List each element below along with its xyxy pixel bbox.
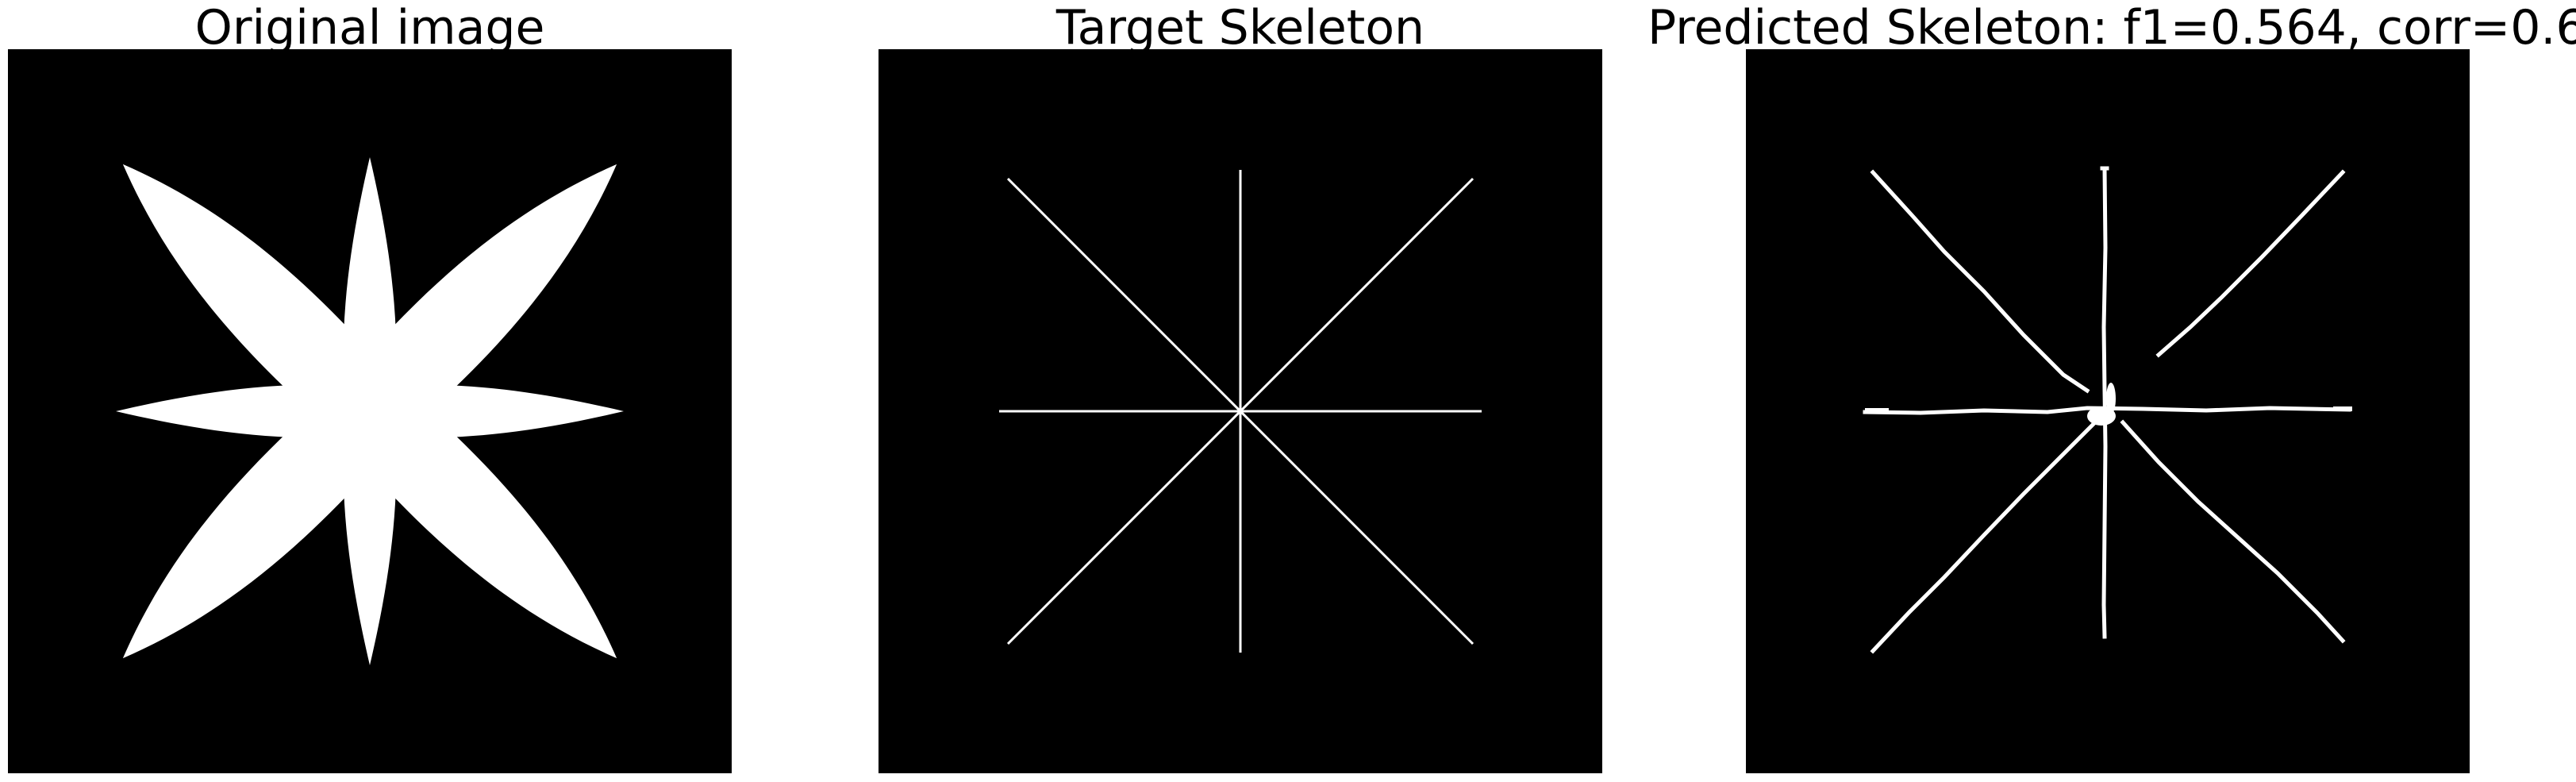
original-image-panel <box>8 49 732 773</box>
predicted-skeleton-panel <box>1746 49 2470 773</box>
target-skeleton-panel <box>879 49 1602 773</box>
panel-title-target: Target Skeleton <box>1055 0 1425 56</box>
target-skeleton-image <box>999 170 1482 653</box>
panel-title-original: Original image <box>194 0 545 56</box>
original-star-image <box>116 157 624 665</box>
panel-title-predicted: Predicted Skeleton: f1=0.564, corr=0.608 <box>1647 0 2576 56</box>
predicted-skeleton-image <box>1863 166 2352 654</box>
